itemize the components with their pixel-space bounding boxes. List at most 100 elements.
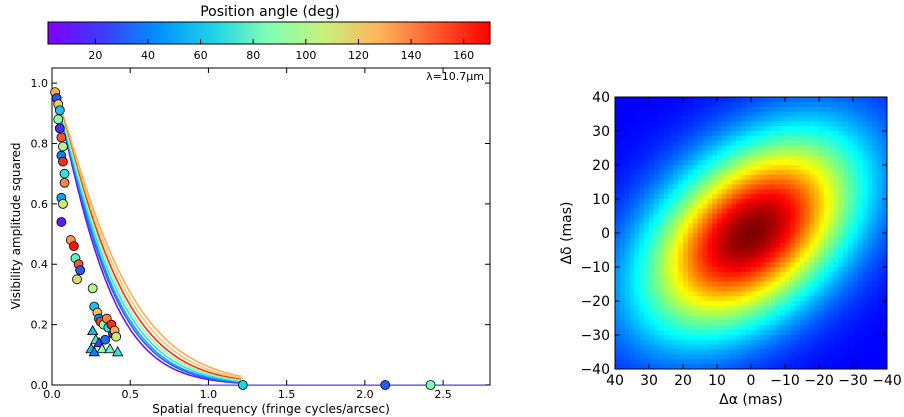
heatmap-cell xyxy=(658,237,665,244)
heatmap-cell xyxy=(809,301,815,307)
heatmap-cell xyxy=(799,262,805,268)
heatmap-cell xyxy=(785,155,791,161)
heatmap-cell xyxy=(624,315,631,321)
heatmap-cell xyxy=(780,344,786,351)
heatmap-cell xyxy=(814,135,820,142)
heatmap-cell xyxy=(746,179,752,185)
heatmap-cell xyxy=(721,315,728,321)
heatmap-cell xyxy=(843,179,849,185)
heatmap-cell xyxy=(751,145,757,151)
heatmap-cell xyxy=(678,354,684,360)
heatmap-cell xyxy=(760,101,767,108)
heatmap-cell xyxy=(838,140,844,147)
heatmap-cell xyxy=(692,126,699,132)
heatmap-cell xyxy=(634,335,640,341)
heatmap-cell xyxy=(843,121,849,127)
heatmap-cell xyxy=(663,218,669,224)
heatmap-cell xyxy=(853,135,859,142)
heatmap-cell xyxy=(853,271,859,278)
heatmap-cell xyxy=(838,155,844,161)
heatmap-cell xyxy=(644,247,650,253)
heatmap-cell xyxy=(629,233,635,239)
heatmap-cell xyxy=(848,135,854,142)
heatmap-cell xyxy=(717,228,723,234)
heatmap-cell xyxy=(794,179,801,185)
heatmap-cell xyxy=(629,305,635,312)
heatmap-cell xyxy=(639,315,645,321)
heatmap-cell xyxy=(853,310,859,317)
heatmap-cell xyxy=(687,296,694,302)
heatmap-cell xyxy=(848,111,854,117)
heatmap-cell xyxy=(702,165,708,171)
heatmap-cell xyxy=(751,233,757,239)
heatmap-cell xyxy=(819,111,825,117)
heatmap-cell xyxy=(760,150,767,156)
heatmap-cell xyxy=(785,286,791,292)
heatmap-cell xyxy=(741,364,747,370)
heatmap-cell xyxy=(848,179,854,185)
data-point xyxy=(72,274,82,285)
heatmap-cell xyxy=(877,310,883,317)
heatmap-cell xyxy=(828,101,835,108)
heatmap-cell xyxy=(721,344,728,351)
heatmap-cell xyxy=(697,301,703,307)
heatmap-cell xyxy=(819,165,825,171)
heatmap-cell xyxy=(721,286,728,292)
heatmap-cell xyxy=(843,165,849,171)
data-point xyxy=(380,380,391,390)
heatmap-cell xyxy=(673,131,679,137)
heatmap-cell xyxy=(867,252,873,258)
heatmap-cell xyxy=(823,301,830,307)
heatmap-cell xyxy=(736,330,742,336)
heatmap-cell xyxy=(702,131,708,137)
heatmap-cell xyxy=(755,165,762,171)
heatmap-cell xyxy=(814,325,820,331)
heatmap-cell xyxy=(823,233,830,239)
heatmap-cell xyxy=(741,228,747,234)
heatmap-cell xyxy=(789,111,796,117)
heatmap-cell xyxy=(653,165,660,171)
heatmap-cell xyxy=(882,101,888,108)
heatmap-cell xyxy=(819,330,825,336)
heatmap-cell xyxy=(755,237,762,244)
heatmap-cell xyxy=(809,349,815,355)
heatmap-cell xyxy=(848,194,854,200)
heatmap-cell xyxy=(765,354,771,360)
heatmap-cell xyxy=(828,233,835,239)
heatmap-cell xyxy=(624,354,631,360)
heatmap-cell xyxy=(707,247,713,253)
heatmap-cell xyxy=(833,320,839,326)
heatmap-cell xyxy=(687,218,694,224)
heatmap-cell xyxy=(663,242,669,249)
heatmap-cell xyxy=(712,252,718,258)
heatmap-cell xyxy=(799,179,805,185)
heatmap-cell xyxy=(702,247,708,253)
heatmap-cell xyxy=(746,155,752,161)
heatmap-cell xyxy=(809,271,815,278)
heatmap-cell xyxy=(794,218,801,224)
heatmap-cell xyxy=(673,97,679,103)
heatmap-cell xyxy=(653,315,660,321)
heatmap-cell xyxy=(877,291,883,297)
heatmap-cell xyxy=(673,262,679,268)
heatmap-cell xyxy=(867,349,873,355)
heatmap-cell xyxy=(663,179,669,185)
heatmap-cell xyxy=(755,344,762,351)
heatmap-cell xyxy=(731,271,737,278)
heatmap-cell xyxy=(751,184,757,190)
heatmap-cell xyxy=(765,237,771,244)
heatmap-cell xyxy=(751,339,757,346)
heatmap-cell xyxy=(731,305,737,312)
heatmap-cell xyxy=(804,213,810,219)
heatmap-cell xyxy=(804,165,810,171)
heatmap-cell xyxy=(687,325,694,331)
heatmap-cell xyxy=(668,286,674,292)
heatmap-cell xyxy=(687,305,694,312)
heatmap-cell xyxy=(862,257,869,263)
heatmap-cell xyxy=(707,291,713,297)
heatmap-cell xyxy=(639,237,645,244)
heatmap-cell xyxy=(634,271,640,278)
heatmap-cell xyxy=(853,228,859,234)
heatmap-cell xyxy=(615,150,621,156)
heatmap-cell xyxy=(702,208,708,215)
